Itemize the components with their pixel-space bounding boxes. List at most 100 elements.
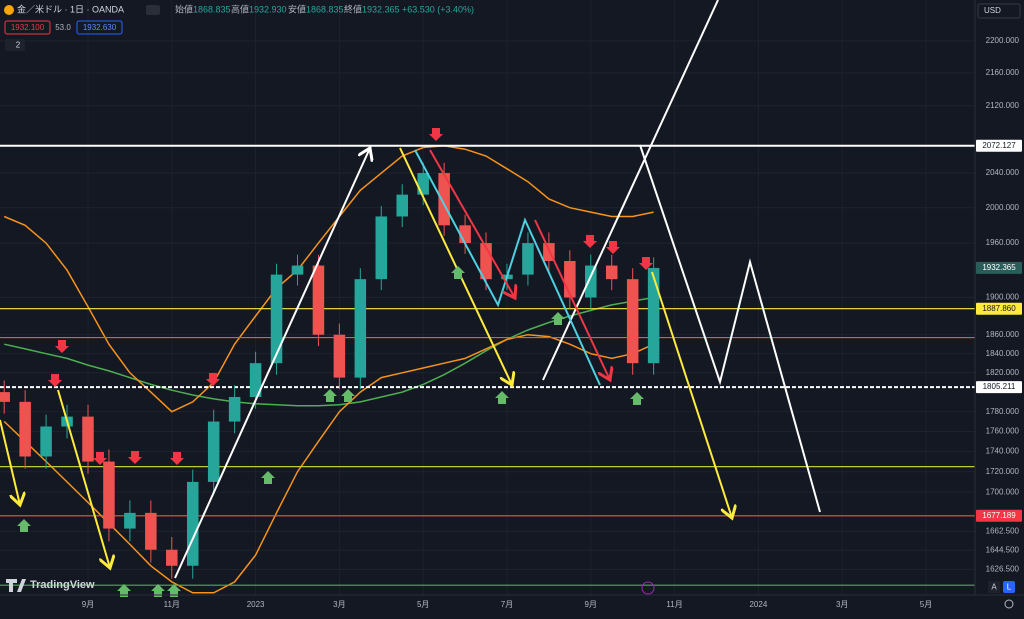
trend-line <box>0 419 20 505</box>
x-tick-label: 11月 <box>164 600 180 609</box>
candle-body <box>585 265 597 298</box>
open-value: 1868.835 <box>193 4 231 14</box>
candle-body <box>417 173 429 195</box>
currency-select[interactable] <box>977 3 1021 19</box>
candle-body <box>207 421 220 482</box>
candle-body <box>480 243 492 280</box>
y-tick-label: 1662.500 <box>986 526 1020 535</box>
trend-line <box>542 0 719 381</box>
candle-body <box>626 279 639 364</box>
projection <box>651 271 732 518</box>
grid <box>0 0 975 595</box>
button-label: A <box>991 583 997 592</box>
price-tag-label: 2072.127 <box>982 141 1016 150</box>
y-tick-label: 1740.000 <box>986 447 1020 456</box>
log-scale[interactable] <box>1003 581 1015 593</box>
ask: 1932.630 <box>83 23 117 32</box>
candle-body <box>103 461 115 529</box>
price-tag-label: 1677.189 <box>982 511 1016 520</box>
price-tags: 2072.127 1932.365 1887.860 1805.211 1677.189 <box>976 139 1022 522</box>
low-value: 1868.835 <box>306 4 344 14</box>
y-tick-label: 2000.000 <box>986 203 1020 212</box>
sell-button[interactable] <box>4 20 51 35</box>
indicator-toggle[interactable] <box>5 39 25 51</box>
candle-body <box>375 216 388 280</box>
axes: 2200.000 2160.000 2120.000 2040.000 2000.000… <box>82 36 1020 609</box>
y-tick-label: 1840.000 <box>986 349 1020 358</box>
trend-line <box>414 149 601 386</box>
candle-body <box>647 267 660 364</box>
logo-icon <box>6 579 26 592</box>
indicator-count: 2 <box>16 41 21 50</box>
trend-line <box>57 389 110 568</box>
symbol[interactable]: 金／米ドル · 1日 · OANDA <box>17 3 124 14</box>
close-label: 終値 <box>344 3 362 14</box>
candle-body <box>124 512 136 529</box>
price-tag <box>976 509 1022 522</box>
candle-body <box>186 481 199 566</box>
toggle[interactable] <box>146 5 160 15</box>
candle-body <box>0 392 10 402</box>
x-tick-label: 11月 <box>666 600 682 609</box>
buy-button[interactable] <box>76 20 123 35</box>
events-icon[interactable] <box>641 581 655 595</box>
drawings <box>0 0 821 579</box>
candle-body <box>564 261 576 298</box>
x-tick-label: 7月 <box>501 600 513 609</box>
price-tag-label: 1887.860 <box>982 304 1016 313</box>
candle-body <box>354 279 367 378</box>
y-tick-label: 2160.000 <box>986 68 1020 77</box>
x-tick-label: 2023 <box>247 600 265 609</box>
change: +63.530 (+3.40%) <box>402 4 474 14</box>
candle-body <box>166 549 178 566</box>
x-tick-label: 9月 <box>585 600 597 609</box>
candle-body <box>605 265 618 280</box>
spread: 53.0 <box>55 23 71 32</box>
low-label: 安値 <box>288 3 306 14</box>
currency: USD <box>984 6 1001 15</box>
high-label: 高値 <box>231 3 249 14</box>
projection <box>639 144 821 513</box>
price-tag <box>976 139 1022 152</box>
open-label: 始値 <box>175 3 193 14</box>
y-tick-label: 1644.500 <box>986 545 1020 554</box>
settings[interactable] <box>1004 599 1014 609</box>
symbol-icon <box>4 5 14 15</box>
candle-body <box>438 173 450 226</box>
trend-line <box>174 148 370 579</box>
y-tick-label: 1860.000 <box>986 330 1020 339</box>
price-tag-label: 1932.365 <box>982 263 1016 272</box>
x-tick-label: 5月 <box>417 600 429 609</box>
y-tick-label: 1760.000 <box>986 427 1020 436</box>
candle-body <box>543 243 555 262</box>
candle-body <box>291 265 304 275</box>
y-tick-label: 1720.000 <box>986 467 1020 476</box>
y-tick-label: 2040.000 <box>986 168 1020 177</box>
high-value: 1932.930 <box>249 4 287 14</box>
x-tick-label: 9月 <box>82 600 94 609</box>
candle-body <box>228 396 241 422</box>
candle-body <box>270 274 283 364</box>
candle-body <box>333 334 346 378</box>
indicator-line <box>4 296 654 407</box>
candle-body <box>522 243 534 275</box>
x-tick-label: 5月 <box>920 600 932 609</box>
y-tick-label: 1820.000 <box>986 368 1020 377</box>
auto-scale[interactable] <box>988 581 1000 593</box>
candle-body <box>19 401 31 457</box>
candle-body <box>40 426 52 457</box>
trend-line <box>534 219 610 380</box>
price-tag <box>976 261 1022 274</box>
x-tick-label: 3月 <box>333 600 345 609</box>
logo-text: TradingView <box>30 579 95 591</box>
price-tag <box>976 381 1022 394</box>
y-tick-label: 1700.000 <box>986 487 1020 496</box>
candle-body <box>396 194 408 217</box>
candle-body <box>145 512 157 550</box>
y-tick-label: 1960.000 <box>986 238 1020 247</box>
button-label: L <box>1007 583 1012 592</box>
trend-line <box>429 149 515 298</box>
